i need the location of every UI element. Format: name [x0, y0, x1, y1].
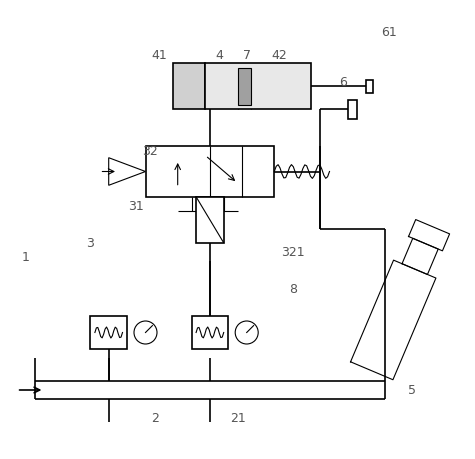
Text: 61: 61	[381, 26, 397, 39]
Text: 7: 7	[243, 49, 251, 62]
Text: 4: 4	[215, 49, 223, 62]
Text: 6: 6	[339, 76, 347, 89]
Bar	[90, 317, 127, 349]
Text: 2: 2	[151, 411, 159, 424]
Bar	[145, 147, 274, 197]
Text: 41: 41	[152, 49, 167, 62]
Text: 1: 1	[22, 251, 30, 263]
Bar	[173, 64, 205, 110]
Text: 21: 21	[229, 411, 246, 424]
Text: 8: 8	[289, 283, 297, 296]
Bar	[348, 101, 357, 119]
Bar	[366, 80, 373, 94]
Text: 32: 32	[142, 145, 158, 158]
Bar	[205, 64, 311, 110]
Text: 321: 321	[281, 246, 304, 259]
Bar	[191, 317, 228, 349]
Text: 3: 3	[86, 237, 94, 250]
Text: 42: 42	[271, 49, 287, 62]
Bar	[196, 197, 224, 243]
Polygon shape	[109, 158, 145, 186]
Text: 31: 31	[128, 200, 144, 213]
Bar	[238, 69, 251, 106]
Text: 5: 5	[408, 384, 416, 397]
